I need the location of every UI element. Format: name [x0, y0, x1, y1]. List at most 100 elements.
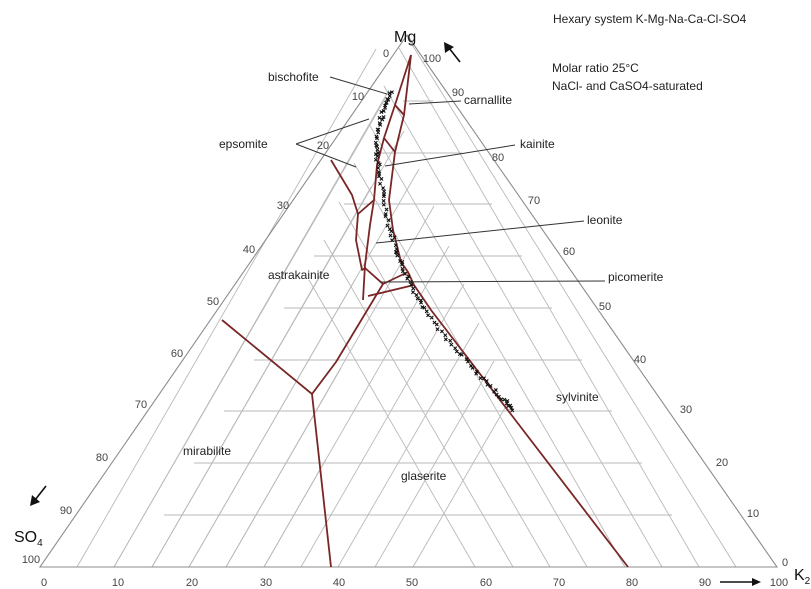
data-point [406, 274, 411, 279]
data-point [375, 147, 380, 152]
vertex-label-mg: Mg [394, 29, 416, 46]
data-point [389, 90, 394, 95]
condition-line-1: Molar ratio 25°C [552, 61, 639, 75]
data-point [382, 189, 387, 194]
data-point [434, 322, 439, 327]
data-point [426, 313, 431, 318]
tick-left: 40 [243, 244, 255, 256]
tick-bottom: 20 [186, 577, 198, 589]
data-point [380, 117, 385, 122]
bottom-tick-labels: 0 10 20 30 40 50 60 70 80 90 100 [41, 577, 788, 589]
field-label-sylvinite: sylvinite [556, 390, 599, 404]
tick-left: 20 [317, 140, 329, 152]
data-point [381, 115, 386, 120]
tick-left: 0 [383, 48, 389, 60]
tick-left: 90 [60, 505, 72, 517]
phase-boundaries [221, 54, 629, 568]
data-point [373, 157, 378, 162]
tick-right: 20 [716, 457, 728, 469]
tick-bottom: 40 [333, 577, 345, 589]
data-point [385, 223, 390, 228]
data-point [378, 122, 383, 127]
data-point [422, 305, 427, 310]
data-point [465, 359, 470, 364]
tick-bottom: 0 [41, 577, 47, 589]
tick-right: 50 [599, 301, 611, 313]
data-point [506, 404, 511, 408]
tick-left: 80 [96, 452, 108, 464]
field-label-kainite: kainite [520, 137, 555, 151]
data-point [376, 165, 381, 170]
tick-left: 60 [171, 348, 183, 360]
data-point [492, 389, 497, 394]
vertex-label-so4: SO4 [14, 529, 43, 549]
right-tick-labels: 100 90 80 70 60 50 40 30 20 10 0 [423, 53, 788, 569]
vertex-label-k2: K2 [794, 567, 811, 587]
data-point [448, 338, 453, 343]
tick-left: 10 [352, 91, 364, 103]
data-point [453, 346, 458, 351]
data-point [499, 397, 504, 402]
data-point [394, 247, 399, 252]
data-point [376, 130, 381, 135]
triangle-frame [38, 34, 779, 568]
tick-left: 70 [135, 399, 147, 411]
data-point [375, 136, 380, 141]
data-point [510, 408, 515, 413]
data-point [409, 282, 414, 287]
data-point [384, 100, 389, 105]
data-point [484, 379, 489, 383]
data-point [387, 94, 392, 99]
data-point [377, 115, 382, 120]
data-point [381, 202, 386, 207]
tick-right: 80 [492, 152, 504, 164]
header-text: Hexary system K-Mg-Na-Ca-Cl-SO4 Molar ra… [552, 12, 747, 93]
data-point [393, 243, 398, 248]
data-point [459, 352, 464, 357]
data-point [394, 250, 399, 255]
data-point [509, 405, 514, 410]
tick-bottom: 70 [553, 577, 565, 589]
data-point [378, 181, 383, 186]
tick-bottom: 50 [406, 577, 418, 589]
field-label-picomerite: picomerite [608, 270, 664, 284]
tick-bottom: 80 [626, 577, 638, 589]
tick-bottom: 60 [480, 577, 492, 589]
data-point [375, 144, 380, 149]
data-point [470, 365, 475, 370]
tick-bottom: 90 [699, 577, 711, 589]
condition-line-2: NaCl- and CaSO4-saturated [552, 79, 703, 93]
tick-bottom: 100 [770, 577, 788, 589]
tick-left: 50 [207, 296, 219, 308]
data-point [415, 296, 420, 301]
data-point [402, 271, 407, 276]
field-label-carnallite: carnallite [464, 93, 512, 107]
tick-bottom: 30 [260, 577, 272, 589]
field-label-bischofite: bischofite [268, 70, 319, 84]
data-point [381, 198, 386, 203]
data-point [504, 401, 509, 406]
data-point [449, 342, 454, 347]
arrow-up-left-icon [444, 42, 461, 63]
data-point [388, 233, 393, 238]
data-point [386, 218, 391, 223]
data-point [474, 371, 479, 376]
diagram-title: Hexary system K-Mg-Na-Ca-Cl-SO4 [553, 12, 747, 26]
data-point [383, 105, 388, 110]
tick-right: 40 [634, 354, 646, 366]
grid-lines [76, 34, 737, 568]
tick-left: 30 [277, 200, 289, 212]
data-point [386, 97, 391, 102]
leader-lines [295, 76, 606, 283]
data-point [411, 286, 416, 291]
field-label-mirabilite: mirabilite [183, 444, 231, 458]
field-label-epsomite: epsomite [219, 137, 268, 151]
data-point [488, 383, 493, 388]
data-point [384, 207, 389, 212]
data-point [439, 329, 444, 334]
data-point [429, 315, 434, 320]
data-points [373, 90, 515, 413]
data-point [411, 290, 416, 295]
data-point [381, 108, 386, 113]
